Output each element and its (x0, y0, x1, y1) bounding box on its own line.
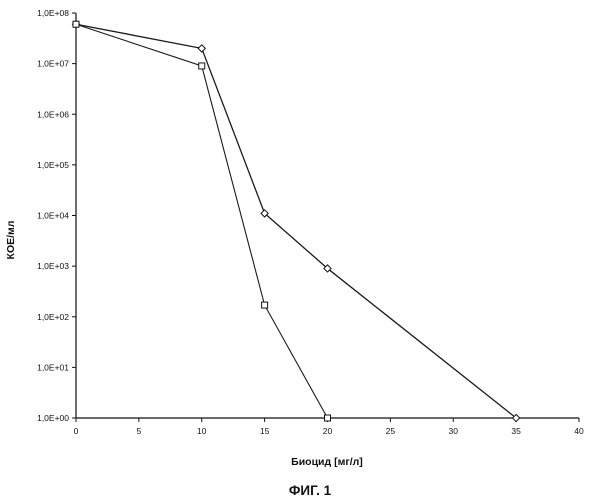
series-2-point (199, 63, 205, 69)
y-axis-ticks: 1,0E+08 1,0E+07 1,0E+06 1,0E+05 1,0E+04 1,0E+… (37, 8, 76, 423)
x-tick-label: 15 (260, 426, 270, 436)
series-layer (72, 21, 519, 422)
x-tick-label: 40 (574, 426, 584, 436)
x-tick-label: 0 (74, 426, 79, 436)
figure-caption: ФИГ. 1 (289, 483, 332, 498)
y-tick-label: 1,0E+06 (37, 109, 69, 119)
y-tick-label: 1,0E+04 (37, 211, 69, 221)
series-2-point (73, 21, 79, 27)
y-tick-label: 1,0E+08 (37, 8, 69, 18)
x-axis-title: Биоцид [мг/л] (291, 456, 363, 468)
y-tick-label: 1,0E+02 (37, 312, 69, 322)
y-tick-label: 1,0E+05 (37, 160, 69, 170)
x-tick-label: 10 (197, 426, 207, 436)
series-2-point (325, 415, 331, 421)
x-tick-label: 35 (511, 426, 521, 436)
x-tick-label: 25 (386, 426, 396, 436)
y-tick-label: 1,0E+03 (37, 261, 69, 271)
y-tick-label: 1,0E+00 (37, 413, 69, 423)
series-1-point (198, 45, 205, 52)
y-axis-title: КОЕ/мл (5, 221, 17, 260)
series-1-line (76, 24, 516, 418)
axes (76, 13, 579, 418)
x-tick-label: 30 (449, 426, 459, 436)
y-tick-label: 1,0E+07 (37, 59, 69, 69)
series-2-line (76, 24, 328, 418)
y-tick-label: 1,0E+01 (37, 362, 69, 372)
x-tick-label: 20 (323, 426, 333, 436)
x-tick-label: 5 (137, 426, 142, 436)
series-2-point (262, 302, 268, 308)
